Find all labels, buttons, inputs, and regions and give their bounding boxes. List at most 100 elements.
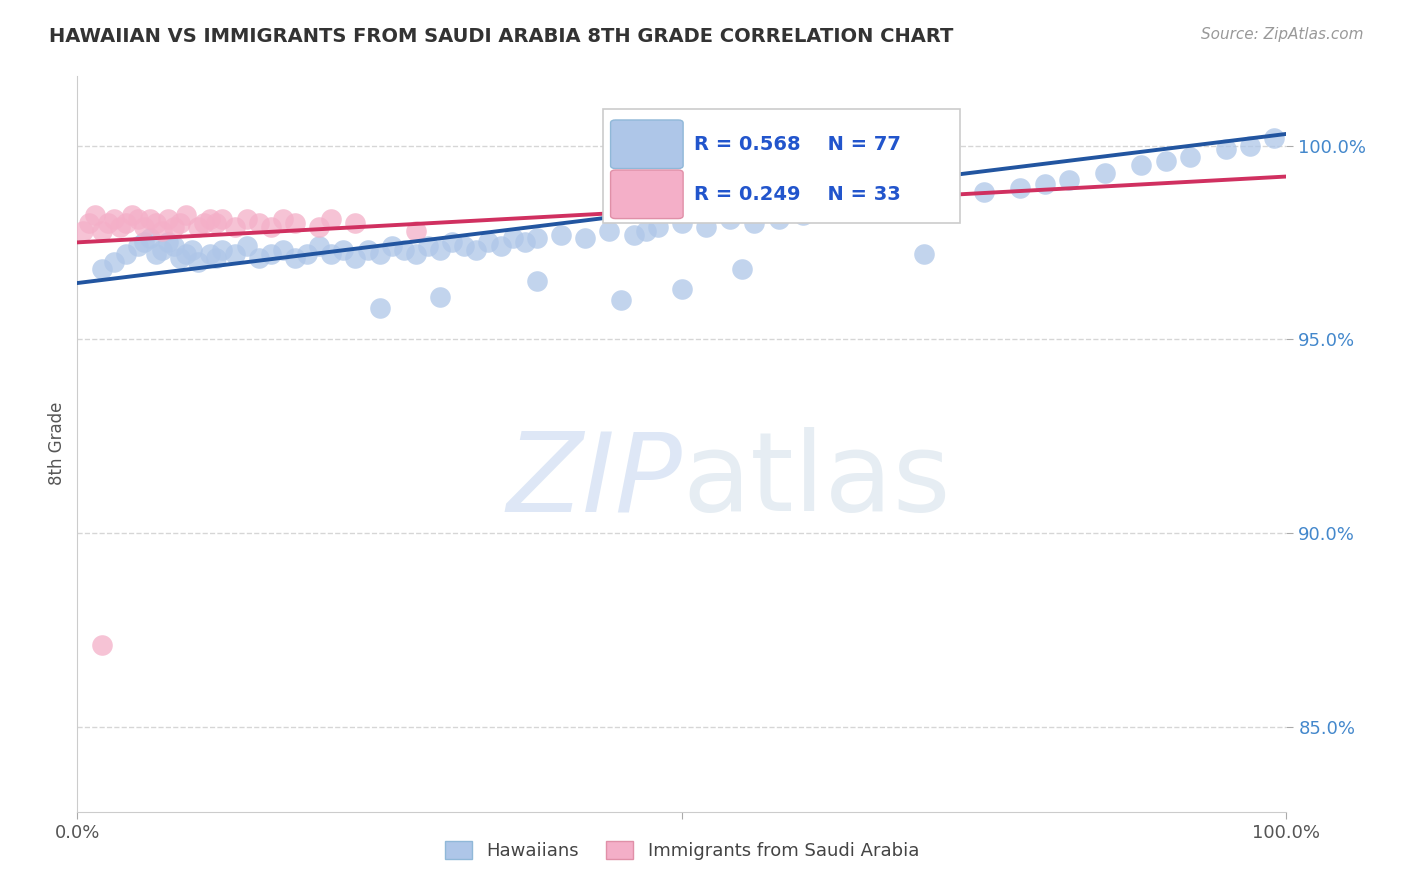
Point: [1154, 154, 1177, 169]
Point: [157, 212, 180, 227]
Point: [205, 216, 228, 230]
Point: [1094, 166, 1116, 180]
Point: [610, 293, 633, 308]
Point: [96, 216, 118, 230]
Point: [284, 216, 307, 230]
Point: [792, 208, 814, 222]
Point: [647, 219, 669, 234]
Point: [163, 239, 186, 253]
Point: [127, 239, 149, 253]
Point: [392, 243, 415, 257]
Point: [200, 247, 222, 261]
Text: Source: ZipAtlas.com: Source: ZipAtlas.com: [1201, 27, 1364, 42]
Point: [114, 216, 136, 230]
Point: [127, 212, 149, 227]
Point: [308, 219, 330, 234]
FancyBboxPatch shape: [610, 170, 683, 219]
Point: [308, 239, 330, 253]
Point: [271, 212, 294, 227]
Point: [477, 235, 499, 250]
Point: [321, 212, 343, 227]
Point: [181, 243, 204, 257]
Point: [973, 185, 995, 199]
Point: [145, 247, 167, 261]
Point: [695, 219, 717, 234]
Point: [79, 216, 101, 230]
Point: [344, 216, 367, 230]
Point: [574, 231, 596, 245]
Point: [103, 212, 125, 227]
Point: [381, 239, 404, 253]
Y-axis label: 8th Grade: 8th Grade: [48, 402, 66, 485]
Point: [284, 251, 307, 265]
Point: [150, 224, 173, 238]
FancyBboxPatch shape: [603, 109, 960, 223]
Point: [145, 216, 167, 230]
Point: [936, 193, 959, 207]
Point: [72, 224, 94, 238]
Point: [671, 282, 693, 296]
Point: [211, 212, 233, 227]
Point: [169, 251, 191, 265]
Point: [84, 208, 107, 222]
Point: [356, 243, 378, 257]
Point: [332, 243, 354, 257]
Point: [441, 235, 464, 250]
Point: [163, 219, 186, 234]
Point: [321, 247, 343, 261]
Point: [453, 239, 475, 253]
Point: [103, 254, 125, 268]
Point: [429, 243, 451, 257]
Point: [157, 235, 180, 250]
Point: [526, 274, 548, 288]
Point: [295, 247, 318, 261]
Point: [139, 231, 162, 245]
Point: [1130, 158, 1153, 172]
Point: [513, 235, 536, 250]
Point: [429, 289, 451, 303]
Point: [235, 212, 257, 227]
Point: [174, 208, 197, 222]
Point: [405, 247, 427, 261]
Text: R = 0.249    N = 33: R = 0.249 N = 33: [695, 185, 901, 203]
Point: [132, 219, 155, 234]
Text: HAWAIIAN VS IMMIGRANTS FROM SAUDI ARABIA 8TH GRADE CORRELATION CHART: HAWAIIAN VS IMMIGRANTS FROM SAUDI ARABIA…: [49, 27, 953, 45]
Point: [889, 196, 911, 211]
Point: [344, 251, 367, 265]
Point: [260, 219, 283, 234]
Point: [405, 224, 427, 238]
Point: [1057, 173, 1080, 187]
Point: [150, 243, 173, 257]
Point: [852, 201, 875, 215]
Point: [224, 219, 246, 234]
Point: [108, 219, 131, 234]
Point: [598, 224, 620, 238]
Point: [718, 212, 741, 227]
FancyBboxPatch shape: [610, 120, 683, 169]
Point: [90, 262, 112, 277]
Text: ZIP: ZIP: [506, 427, 682, 534]
Text: atlas: atlas: [682, 427, 950, 534]
Point: [1178, 150, 1201, 164]
Point: [224, 247, 246, 261]
Point: [1033, 178, 1056, 192]
Point: [623, 227, 645, 242]
Point: [416, 239, 439, 253]
Point: [744, 216, 766, 230]
Point: [1239, 138, 1261, 153]
Point: [187, 219, 209, 234]
Text: R = 0.568    N = 77: R = 0.568 N = 77: [695, 135, 901, 153]
Point: [211, 243, 233, 257]
Point: [114, 247, 136, 261]
Point: [1010, 181, 1032, 195]
Point: [121, 208, 143, 222]
Point: [368, 301, 391, 316]
Point: [90, 638, 112, 652]
Point: [768, 212, 790, 227]
Point: [247, 251, 270, 265]
Point: [465, 243, 488, 257]
Point: [731, 262, 754, 277]
Point: [260, 247, 283, 261]
Point: [200, 212, 222, 227]
Point: [550, 227, 572, 242]
